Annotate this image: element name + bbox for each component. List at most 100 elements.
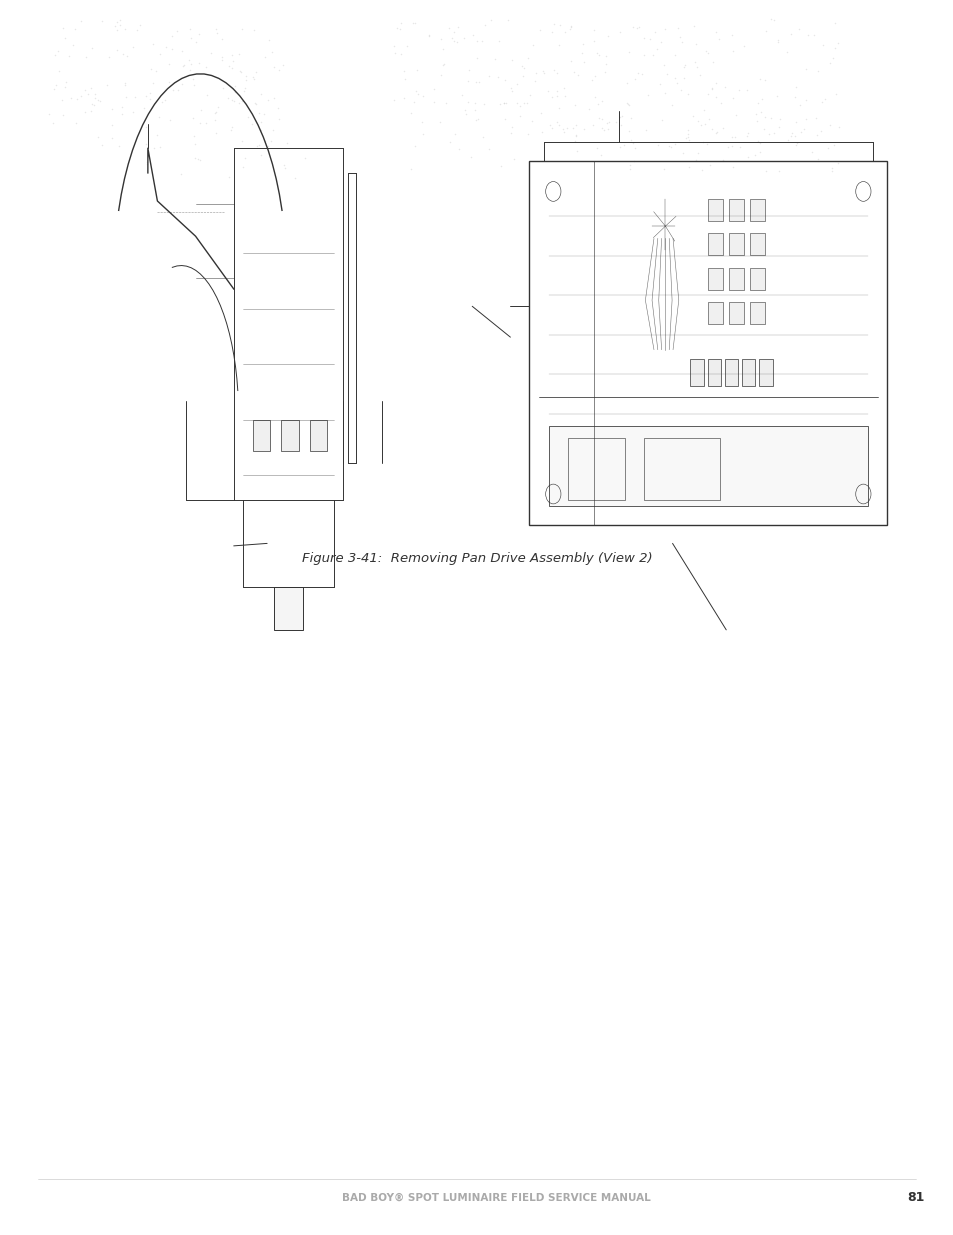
Point xyxy=(208,124,223,143)
Point xyxy=(783,124,799,143)
Bar xyxy=(750,268,764,290)
Point xyxy=(816,89,831,109)
Point xyxy=(407,14,422,33)
Point xyxy=(549,82,564,101)
Point xyxy=(61,46,76,65)
Point xyxy=(576,119,591,138)
Point xyxy=(256,104,272,124)
Point xyxy=(58,77,73,96)
Point xyxy=(600,111,616,131)
Point xyxy=(110,12,125,32)
Point xyxy=(762,9,778,28)
Point xyxy=(821,53,837,73)
Point xyxy=(152,137,168,157)
Point xyxy=(244,114,259,133)
Point xyxy=(749,131,764,151)
Point xyxy=(596,120,611,140)
Point xyxy=(569,141,584,161)
Point xyxy=(695,132,710,152)
Point xyxy=(107,16,122,36)
Point xyxy=(824,48,840,68)
Point xyxy=(824,162,840,182)
Point xyxy=(198,114,213,133)
Point xyxy=(450,17,465,37)
Point xyxy=(171,80,186,100)
Point xyxy=(548,111,563,131)
Point xyxy=(248,62,263,82)
Point xyxy=(546,59,561,79)
Point xyxy=(125,101,140,121)
Point xyxy=(724,157,740,177)
Point xyxy=(504,51,519,70)
Point xyxy=(208,103,223,122)
Point xyxy=(182,59,197,79)
Point xyxy=(138,116,153,136)
Point xyxy=(723,25,739,44)
Point xyxy=(557,78,572,98)
Point xyxy=(225,52,240,72)
Text: BAD BOY® SPOT LUMINAIRE FIELD SERVICE MANUAL: BAD BOY® SPOT LUMINAIRE FIELD SERVICE MA… xyxy=(341,1193,650,1203)
Point xyxy=(613,115,628,135)
Bar xyxy=(728,303,743,325)
Point xyxy=(663,137,679,157)
Point xyxy=(652,74,667,94)
Point xyxy=(224,78,239,98)
Point xyxy=(146,138,161,158)
Point xyxy=(138,85,153,105)
Point xyxy=(114,96,130,116)
Point xyxy=(396,62,412,82)
Point xyxy=(808,125,823,144)
Point xyxy=(672,27,687,47)
Point xyxy=(491,31,506,51)
Point xyxy=(614,106,629,126)
Point xyxy=(589,43,604,63)
Point xyxy=(54,90,70,110)
Text: Figure 3-41:  Removing Pan Drive Assembly (View 2): Figure 3-41: Removing Pan Drive Assembly… xyxy=(301,552,652,564)
Point xyxy=(233,91,249,111)
Point xyxy=(789,133,804,153)
Point xyxy=(798,90,813,110)
Bar xyxy=(707,268,722,290)
Point xyxy=(649,40,664,59)
Point xyxy=(770,31,785,51)
Point xyxy=(756,70,771,90)
Point xyxy=(221,167,236,186)
Point xyxy=(679,84,695,104)
Point xyxy=(497,69,513,89)
Point xyxy=(766,11,781,31)
Point xyxy=(780,130,795,149)
Point xyxy=(63,88,78,107)
Point xyxy=(516,93,531,112)
Point xyxy=(104,128,119,148)
Point xyxy=(561,19,577,38)
Point xyxy=(760,124,776,143)
Point xyxy=(623,109,639,128)
Point xyxy=(717,77,732,96)
Point xyxy=(173,164,189,184)
Point xyxy=(753,89,768,109)
Point xyxy=(689,57,704,77)
Point xyxy=(468,72,483,91)
Point xyxy=(461,59,476,79)
Point xyxy=(132,15,148,35)
Point xyxy=(650,135,665,154)
Point xyxy=(504,82,519,101)
Point xyxy=(234,20,250,40)
Point xyxy=(598,53,613,73)
Point xyxy=(213,49,229,69)
Point xyxy=(175,56,191,75)
Point xyxy=(441,17,456,37)
Point xyxy=(163,110,178,130)
Point xyxy=(557,22,572,42)
Bar xyxy=(707,233,722,256)
Point xyxy=(102,47,117,67)
Bar xyxy=(274,587,302,630)
Point xyxy=(465,25,480,44)
Point xyxy=(654,110,669,130)
Point xyxy=(405,14,420,33)
Point xyxy=(173,41,189,61)
Point xyxy=(707,86,722,106)
Point xyxy=(829,153,844,173)
Bar xyxy=(690,359,703,387)
Point xyxy=(259,90,274,110)
